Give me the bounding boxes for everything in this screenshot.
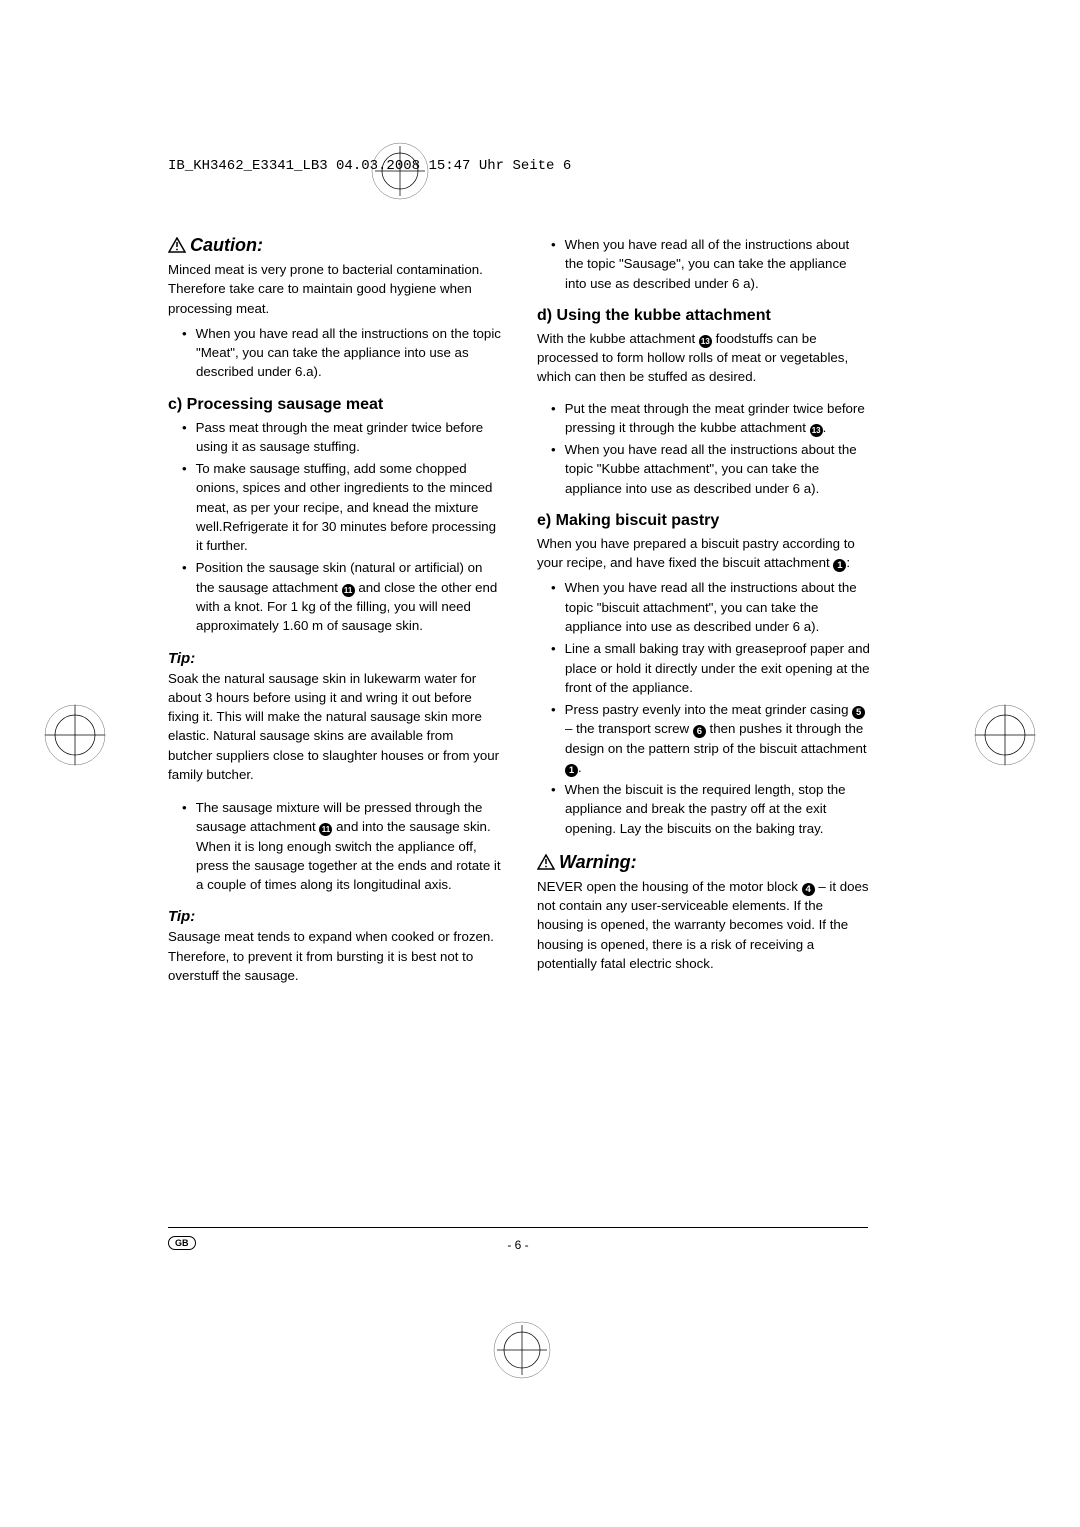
crop-mark-right: [970, 700, 1040, 770]
warning-text: NEVER open the housing of the motor bloc…: [537, 877, 870, 973]
crop-mark-left: [40, 700, 110, 770]
list-item: Press pastry evenly into the meat grinde…: [537, 700, 870, 777]
ref-13-icon: 13: [810, 424, 823, 437]
tip-list: The sausage mixture will be pressed thro…: [168, 798, 501, 894]
section-e-heading: e) Making biscuit pastry: [537, 512, 870, 530]
ref-6-icon: 6: [693, 725, 706, 738]
warning-label: Warning:: [559, 852, 637, 872]
fold-mark-bottom: [492, 1320, 552, 1380]
list-item: Pass meat through the meat grinder twice…: [168, 418, 501, 457]
ref-1-icon: 1: [565, 764, 578, 777]
section-e-list: When you have read all the instructions …: [537, 578, 870, 837]
caution-text: Minced meat is very prone to bacterial c…: [168, 260, 501, 318]
list-item: When you have read all the instructions …: [537, 578, 870, 636]
section-c-list: Pass meat through the meat grinder twice…: [168, 418, 501, 636]
caution-label: Caution:: [190, 235, 263, 255]
right-column: When you have read all of the instructio…: [537, 235, 870, 991]
ref-11-icon: 11: [319, 823, 332, 836]
page-number: - 6 -: [168, 1238, 868, 1252]
list-item: The sausage mixture will be pressed thro…: [168, 798, 501, 894]
ref-1-icon: 1: [833, 559, 846, 572]
caution-list: When you have read all the instructions …: [168, 324, 501, 382]
caution-heading: Caution:: [168, 235, 501, 256]
top-list: When you have read all of the instructio…: [537, 235, 870, 293]
section-d-heading: d) Using the kubbe attachment: [537, 307, 870, 325]
warning-triangle-icon: [168, 235, 190, 256]
list-item: When the biscuit is the required length,…: [537, 780, 870, 838]
list-item: Put the meat through the meat grinder tw…: [537, 399, 870, 438]
fold-mark-top: [370, 141, 430, 201]
warning-triangle-icon: [537, 852, 559, 873]
list-item: When you have read all the instructions …: [537, 440, 870, 498]
section-d-text: With the kubbe attachment 13 foodstuffs …: [537, 329, 870, 387]
page-content: Caution: Minced meat is very prone to ba…: [168, 235, 870, 991]
list-item: Position the sausage skin (natural or ar…: [168, 558, 501, 635]
ref-11-icon: 11: [342, 584, 355, 597]
section-c-heading: c) Processing sausage meat: [168, 396, 501, 414]
tip-text: Sausage meat tends to expand when cooked…: [168, 927, 501, 985]
section-e-text: When you have prepared a biscuit pastry …: [537, 534, 870, 573]
tip-heading: Tip:: [168, 650, 501, 667]
section-d-list: Put the meat through the meat grinder tw…: [537, 399, 870, 498]
tip-text: Soak the natural sausage skin in lukewar…: [168, 669, 501, 785]
list-item: Line a small baking tray with greaseproo…: [537, 639, 870, 697]
footer-rule: [168, 1227, 868, 1228]
list-item: When you have read all of the instructio…: [537, 235, 870, 293]
ref-4-icon: 4: [802, 883, 815, 896]
left-column: Caution: Minced meat is very prone to ba…: [168, 235, 501, 991]
tip-heading: Tip:: [168, 908, 501, 925]
ref-5-icon: 5: [852, 706, 865, 719]
ref-13-icon: 13: [699, 335, 712, 348]
warning-heading: Warning:: [537, 852, 870, 873]
list-item: To make sausage stuffing, add some chopp…: [168, 459, 501, 555]
list-item: When you have read all the instructions …: [168, 324, 501, 382]
